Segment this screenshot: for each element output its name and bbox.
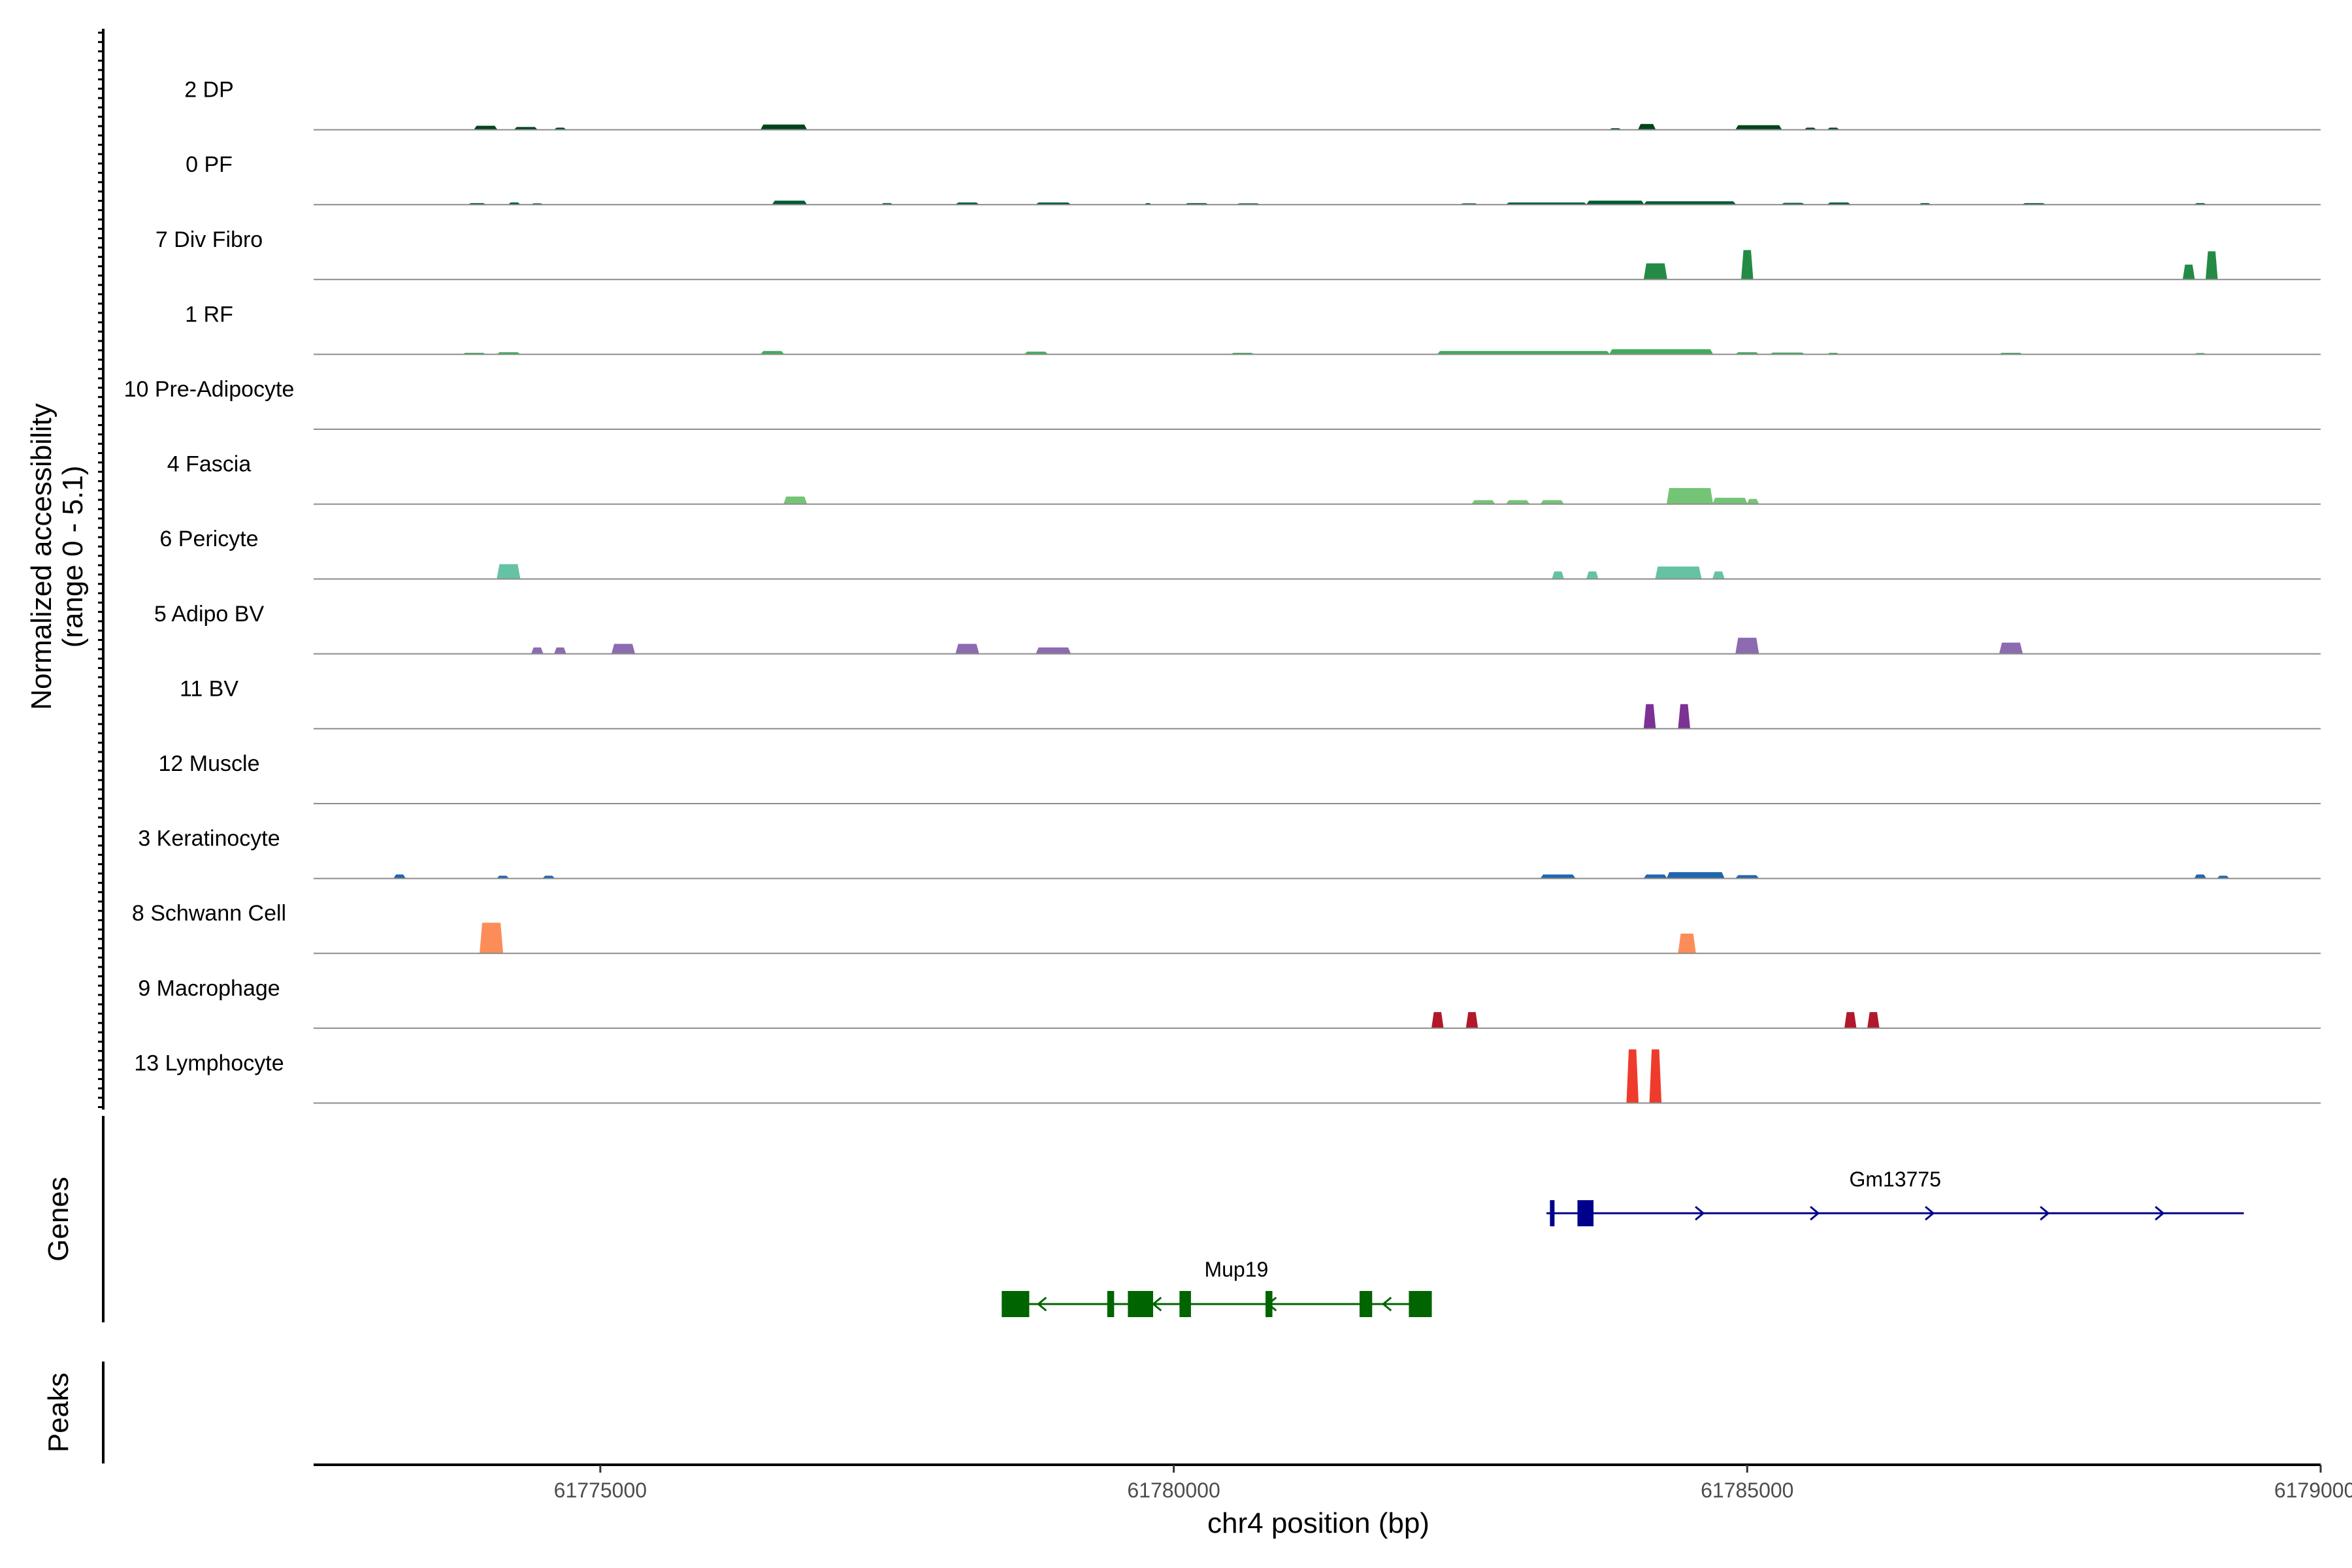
genomic-x-axis: 61775000 61780000 61785000 61790000 <box>314 1463 2352 1502</box>
track-label: 6 Pericyte <box>159 527 258 551</box>
track-2-dp: 2 DP <box>184 78 2321 131</box>
gene-exon <box>1409 1291 1432 1317</box>
track-3-keratinocyte: 3 Keratinocyte <box>138 826 2321 879</box>
coverage-peak <box>2205 251 2218 280</box>
track-13-lymphocyte: 13 Lymphocyte <box>134 1049 2321 1104</box>
x-axis-title: chr4 position (bp) <box>1207 1507 1429 1539</box>
coverage-peak <box>1678 704 1691 729</box>
track-4-fascia: 4 Fascia <box>167 452 2321 505</box>
coverage-peak <box>783 496 808 505</box>
coverage-peak <box>531 647 544 655</box>
track-10-pre-adipocyte: 10 Pre-Adipocyte <box>124 377 2321 430</box>
track-label: 9 Macrophage <box>138 976 280 1001</box>
coverage-peak <box>2182 265 2195 280</box>
gene-exon <box>1577 1200 1594 1226</box>
track-8-schwann-cell: 8 Schwann Cell <box>132 901 2321 955</box>
gene-exon <box>1128 1291 1153 1317</box>
coverage-peak <box>1735 638 1759 655</box>
coverage-peak <box>1637 123 1656 131</box>
coverage-peak <box>1678 934 1696 954</box>
strand-arrow <box>2155 1205 2165 1221</box>
coverage-peak <box>479 923 504 954</box>
coverage-peak <box>497 564 521 580</box>
x-tick-label: 61790000 <box>2274 1478 2352 1502</box>
track-11-bv: 11 BV <box>180 676 2321 730</box>
track-5-adipo-bv: 5 Adipo BV <box>154 602 2321 655</box>
coverage-peak <box>1867 1012 1880 1029</box>
x-tick-label: 61775000 <box>554 1478 647 1502</box>
x-tick-label: 61780000 <box>1127 1478 1220 1502</box>
coverage-peak <box>1666 872 1725 879</box>
coverage-peak <box>611 644 636 655</box>
accessibility-y-axis <box>98 29 105 1110</box>
coverage-peak <box>1465 1012 1478 1029</box>
gene-gm13775: Gm13775 <box>1546 1168 2244 1226</box>
track-label: 3 Keratinocyte <box>138 826 280 851</box>
y-axis-title-line2: (range 0 - 5.1) <box>57 466 89 648</box>
coverage-peak <box>1712 571 1725 580</box>
track-label: 11 BV <box>180 676 238 701</box>
track-label: 5 Adipo BV <box>154 602 265 627</box>
coverage-tracks: 2 DP 0 PF 7 Div Fibro 1 RF 10 Pre-Adipocyte 4… <box>124 78 2321 1104</box>
track-label: 8 Schwann Cell <box>132 901 286 926</box>
strand-arrow <box>2040 1205 2050 1221</box>
track-label: 4 Fascia <box>167 452 252 477</box>
coverage-peak <box>1626 1049 1639 1103</box>
coverage-peak <box>955 644 979 655</box>
genes-track-title: Genes <box>42 1177 74 1262</box>
coverage-peak <box>760 124 808 131</box>
coverage-peak <box>553 647 566 655</box>
track-6-pericyte: 6 Pericyte <box>159 527 2321 580</box>
track-label: 13 Lymphocyte <box>134 1051 284 1075</box>
gene-name: Gm13775 <box>1849 1168 1941 1191</box>
coverage-peak <box>1643 263 1667 280</box>
strand-arrow <box>1810 1205 1820 1221</box>
gene-mup19: Mup19 <box>1002 1258 1432 1317</box>
coverage-peak <box>1036 647 1071 655</box>
gene-annotation-track: Gm13775 Mup19 <box>1002 1168 2244 1317</box>
strand-arrow <box>1695 1205 1705 1221</box>
peaks-track-title: Peaks <box>42 1373 74 1452</box>
coverage-peak <box>1552 571 1565 580</box>
coverage-peak <box>1586 571 1599 580</box>
gene-exon <box>1107 1291 1115 1317</box>
gene-exon <box>1179 1291 1191 1317</box>
coverage-peak <box>1712 497 1748 505</box>
gene-name: Mup19 <box>1204 1258 1268 1281</box>
coverage-peak <box>1649 1049 1662 1103</box>
coverage-peak <box>1740 250 1754 280</box>
coverage-peak <box>1655 566 1702 580</box>
strand-arrow <box>1925 1205 1935 1221</box>
coverage-peak <box>1844 1012 1857 1029</box>
coverage-peak <box>1609 349 1714 355</box>
coverage-peak <box>1643 704 1656 729</box>
coverage-peak <box>1431 1012 1444 1029</box>
y-axis-title-line1: Normalized accessibility <box>25 403 57 710</box>
strand-arrow <box>1151 1296 1162 1312</box>
track-12-muscle: 12 Muscle <box>159 751 2321 804</box>
track-label: 1 RF <box>185 302 233 327</box>
track-label: 0 PF <box>186 152 233 177</box>
track-0-pf: 0 PF <box>186 152 2321 206</box>
track-label: 7 Div Fibro <box>155 227 263 252</box>
strand-arrow <box>1036 1296 1047 1312</box>
strand-arrow <box>1381 1296 1392 1312</box>
coverage-peak <box>1999 642 2023 655</box>
track-9-macrophage: 9 Macrophage <box>138 976 2321 1029</box>
x-tick-label: 61785000 <box>1701 1478 1793 1502</box>
track-1-rf: 1 RF <box>185 302 2321 355</box>
track-7-div-fibro: 7 Div Fibro <box>155 227 2321 280</box>
track-label: 12 Muscle <box>159 751 260 776</box>
gene-exon <box>1266 1291 1273 1317</box>
gene-exon <box>1002 1291 1030 1317</box>
track-label: 10 Pre-Adipocyte <box>124 377 295 402</box>
track-label: 2 DP <box>184 78 234 103</box>
gene-exon <box>1359 1291 1373 1317</box>
coverage-peak <box>1666 487 1714 505</box>
coverage-peak <box>1746 498 1759 505</box>
gene-exon <box>1550 1200 1555 1226</box>
